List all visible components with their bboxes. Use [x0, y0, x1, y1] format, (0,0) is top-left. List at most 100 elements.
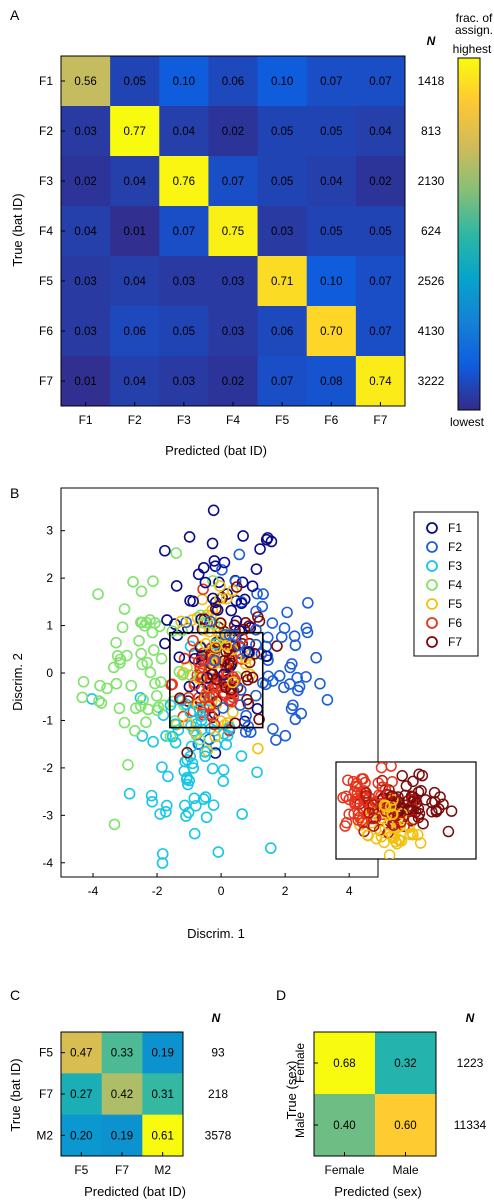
cell-value: 0.60: [394, 1120, 416, 1132]
scatter-point: [288, 630, 301, 642]
cell-value: 0.02: [222, 126, 244, 138]
scatter-point: [161, 799, 173, 812]
cell-value: 0.02: [74, 176, 96, 188]
matrix-cell: [61, 156, 111, 207]
scatter-point: [101, 682, 113, 695]
panel-d-ylabel: True (sex): [284, 1061, 299, 1120]
scatter-point: [198, 617, 210, 629]
cell-value: 0.03: [74, 126, 96, 138]
scatter-point: [108, 818, 121, 831]
scatter-point: [170, 547, 182, 559]
scatter-point: [166, 625, 179, 638]
zoom-point: [316, 812, 326, 822]
scatter-point: [194, 733, 206, 746]
matrix-cell: [61, 256, 111, 307]
colorbar: [457, 57, 481, 411]
row-count: 1418: [418, 74, 445, 88]
scatter-point: [203, 700, 216, 712]
scatter-point: [222, 658, 235, 671]
matrix-cell: [306, 306, 357, 357]
matrix-cell: [306, 156, 357, 207]
scatter-point: [137, 693, 149, 706]
scatter-point: [289, 713, 302, 726]
scatter-point: [182, 691, 195, 704]
scatter-point: [178, 799, 191, 812]
scatter-point: [121, 649, 133, 662]
cell-value: 0.04: [124, 176, 147, 188]
scatter-point: [197, 583, 209, 596]
cell-value: 0.02: [369, 176, 391, 188]
scatter-point: [147, 735, 159, 748]
col-label: Female: [324, 1163, 364, 1177]
scatter-point: [250, 563, 263, 575]
scatter-point: [220, 645, 232, 658]
cell-value: 0.01: [124, 226, 146, 238]
legend-label: F3: [448, 559, 462, 573]
scatter-point: [190, 727, 203, 740]
matrix-cell: [375, 1032, 437, 1095]
matrix-cell: [142, 1073, 184, 1116]
x-tick-label: -4: [88, 884, 99, 898]
row-count: 2526: [418, 274, 445, 288]
matrix-cell: [306, 356, 357, 407]
zoom-point: [430, 804, 443, 816]
scatter-point: [196, 593, 209, 606]
matrix-cell: [110, 206, 160, 257]
cell-value: 0.07: [369, 76, 391, 88]
legend-label: F1: [448, 521, 462, 535]
matrix-cell: [355, 306, 406, 357]
zoom-point: [396, 770, 408, 782]
scatter-point: [95, 697, 108, 709]
cell-value: 0.07: [320, 76, 342, 88]
matrix-cell: [142, 1032, 184, 1074]
cell-value: 0.76: [173, 176, 195, 188]
legend-label: F2: [448, 540, 462, 554]
row-count: 3222: [418, 374, 445, 388]
scatter-point: [145, 789, 158, 802]
matrix-cell: [110, 356, 160, 407]
matrix-cell: [61, 1032, 103, 1074]
cell-value: 0.74: [369, 376, 392, 388]
legend-marker: [426, 636, 438, 648]
scatter-point: [186, 757, 199, 770]
scatter-point: [225, 683, 237, 696]
scatter-point: [155, 652, 168, 665]
cell-value: 0.27: [70, 1089, 92, 1101]
col-label: Male: [392, 1163, 418, 1177]
cell-value: 0.19: [111, 1130, 133, 1142]
scatter-point: [251, 703, 264, 715]
row-count: 11334: [454, 1118, 487, 1132]
scatter-point: [220, 592, 233, 605]
row-label: F1: [39, 74, 53, 88]
zoom-point: [380, 788, 393, 801]
scatter-point: [210, 673, 223, 686]
scatter-point: [136, 658, 149, 671]
scatter-point: [207, 592, 219, 605]
panel-letter-d: D: [276, 987, 286, 1003]
panel-c-n-header: N: [212, 1011, 221, 1025]
matrix-cell: [375, 1094, 437, 1157]
zoom-point: [407, 813, 420, 826]
scatter-point: [175, 694, 188, 707]
scatter-point: [140, 616, 153, 629]
matrix-cell: [110, 306, 160, 357]
col-label: F5: [275, 413, 289, 427]
cell-value: 0.19: [151, 1048, 173, 1060]
scatter-point: [300, 671, 312, 683]
matrix-cell: [355, 256, 406, 307]
scatter-point: [217, 702, 229, 714]
scatter-point: [240, 652, 252, 665]
matrix-cell: [257, 256, 308, 307]
cell-value: 0.20: [70, 1130, 92, 1142]
scatter-point: [110, 636, 122, 649]
legend-marker: [426, 541, 438, 553]
matrix-cell: [208, 356, 259, 407]
zoom-point: [365, 805, 377, 817]
matrix-cell: [355, 206, 406, 257]
matrix-cell: [159, 156, 209, 207]
scatter-point: [200, 638, 212, 650]
row-label: F5: [39, 274, 53, 288]
panel-d-xlabel: Predicted (sex): [334, 1184, 421, 1199]
zoom-point: [348, 785, 361, 798]
scatter-point: [140, 716, 152, 729]
